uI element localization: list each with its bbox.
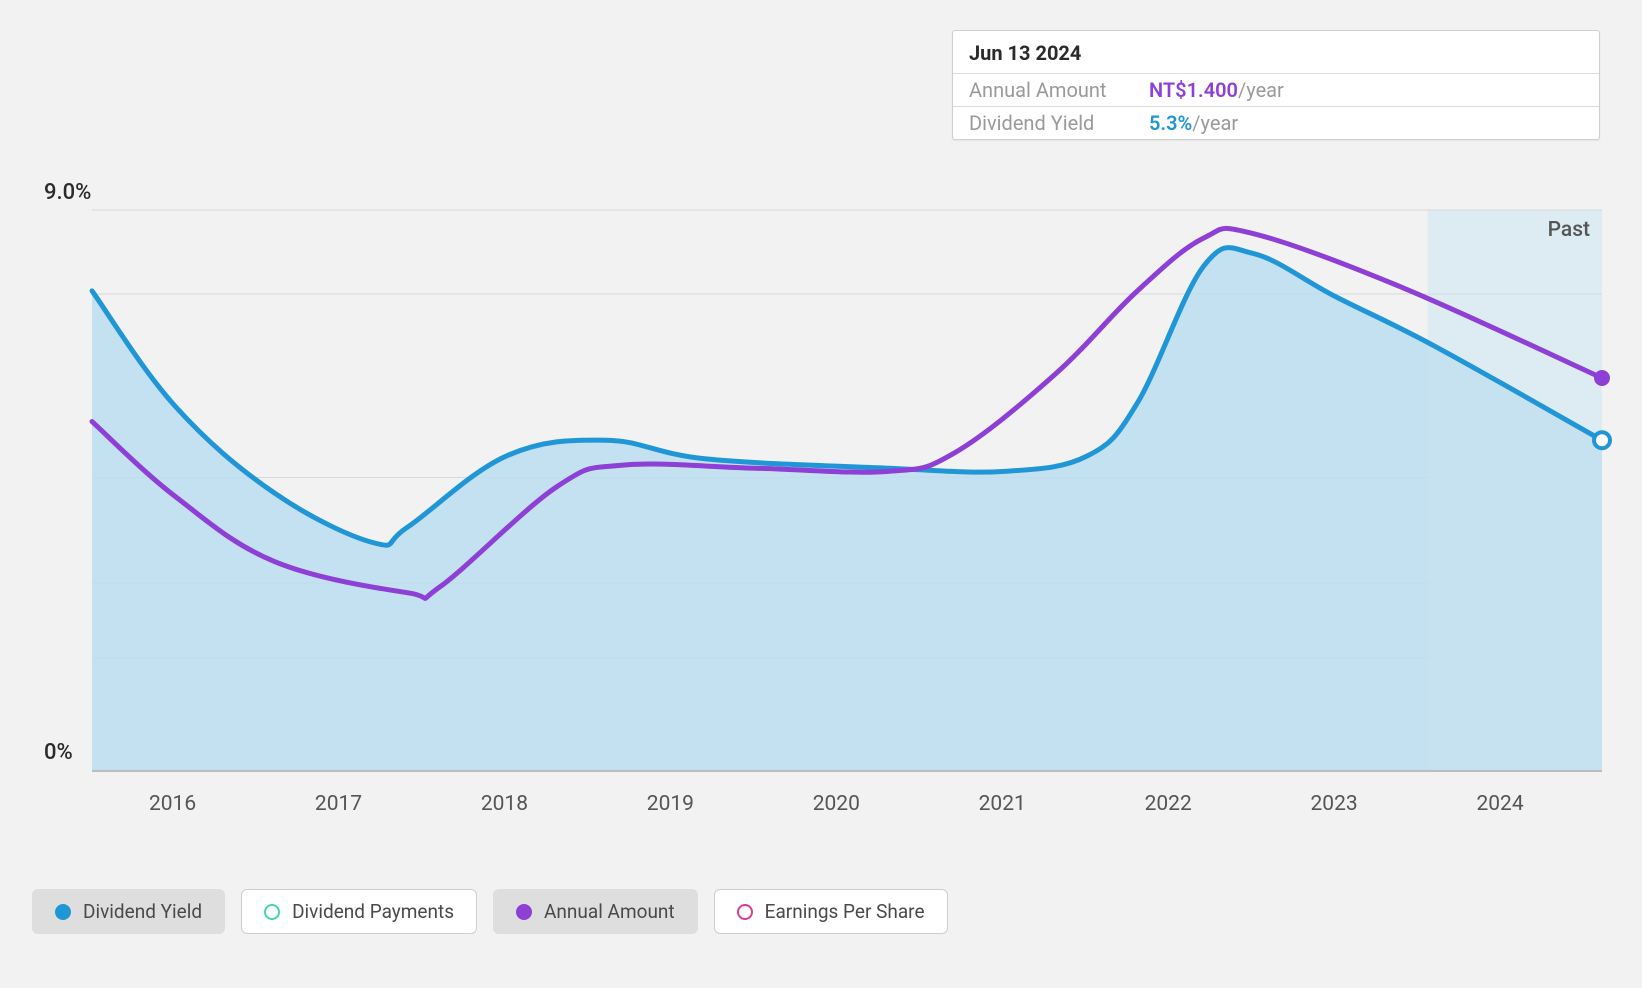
- legend-toggle-annual-amount[interactable]: Annual Amount: [493, 889, 698, 934]
- x-axis-label: 2018: [481, 792, 528, 816]
- past-band-overlay: [1428, 210, 1602, 770]
- past-label: Past: [1548, 218, 1590, 242]
- x-axis-label: 2016: [149, 792, 196, 816]
- legend-toggle-dividend-yield[interactable]: Dividend Yield: [32, 889, 225, 934]
- chart-legend: Dividend Yield Dividend Payments Annual Am…: [32, 889, 948, 934]
- y-axis-label: 9.0%: [44, 180, 91, 205]
- legend-dot-icon: [55, 904, 71, 920]
- legend-label: Dividend Yield: [83, 900, 202, 923]
- series-end-marker-dividend-yield: [1594, 432, 1610, 448]
- tooltip-row-label: Dividend Yield: [969, 111, 1149, 135]
- legend-dot-icon: [264, 904, 280, 920]
- x-axis-label: 2022: [1145, 792, 1192, 816]
- legend-dot-icon: [737, 904, 753, 920]
- tooltip-row-label: Annual Amount: [969, 78, 1149, 102]
- x-axis-label: 2023: [1311, 792, 1358, 816]
- x-axis-label: 2017: [315, 792, 362, 816]
- dividend-chart: Jun 13 2024 Annual Amount NT$1.400/year …: [0, 0, 1642, 988]
- tooltip-date: Jun 13 2024: [953, 31, 1599, 74]
- series-end-marker-annual-amount: [1594, 370, 1610, 386]
- chart-plot-svg: [0, 0, 1642, 988]
- x-axis-label: 2024: [1476, 792, 1523, 816]
- tooltip-row-annual-amount: Annual Amount NT$1.400/year: [953, 74, 1599, 107]
- tooltip-row-value: NT$1.400: [1149, 78, 1238, 102]
- legend-dot-icon: [516, 904, 532, 920]
- legend-label: Earnings Per Share: [765, 900, 925, 923]
- x-axis-label: 2021: [979, 792, 1026, 816]
- x-axis-label: 2019: [647, 792, 694, 816]
- legend-toggle-dividend-payments[interactable]: Dividend Payments: [241, 889, 477, 934]
- x-axis-label: 2020: [813, 792, 860, 816]
- chart-tooltip: Jun 13 2024 Annual Amount NT$1.400/year …: [952, 30, 1600, 140]
- legend-label: Annual Amount: [544, 900, 675, 923]
- tooltip-row-suffix: /year: [1192, 111, 1238, 135]
- tooltip-row-dividend-yield: Dividend Yield 5.3%/year: [953, 107, 1599, 139]
- tooltip-row-suffix: /year: [1238, 78, 1284, 102]
- legend-toggle-earnings-per-share[interactable]: Earnings Per Share: [714, 889, 948, 934]
- tooltip-row-value: 5.3%: [1149, 111, 1192, 135]
- legend-label: Dividend Payments: [292, 900, 454, 923]
- series-area-dividend-yield: [92, 248, 1602, 770]
- y-axis-label: 0%: [44, 740, 73, 765]
